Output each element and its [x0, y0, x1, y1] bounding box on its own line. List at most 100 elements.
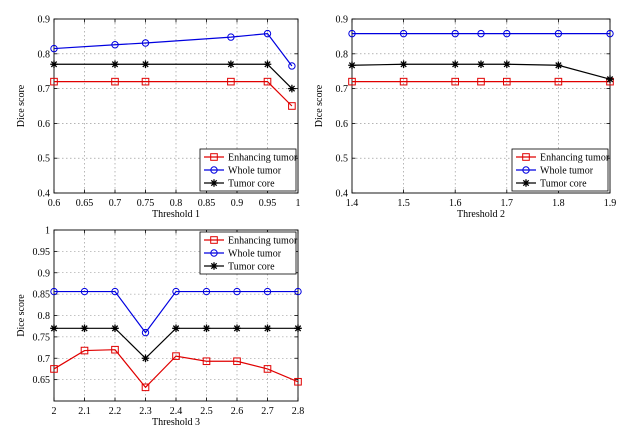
data-point — [202, 324, 211, 333]
data-point — [50, 365, 58, 373]
y-tick-label: 0.7 — [38, 354, 51, 365]
data-point — [227, 77, 235, 86]
y-tick-label: 0.9 — [336, 15, 349, 26]
legend-marker — [522, 166, 530, 174]
y-tick-label: 0.4 — [38, 189, 51, 200]
legend-label: Enhancing tumor — [540, 153, 610, 164]
axes-frame — [53, 18, 299, 194]
y-tick-label: 0.7 — [336, 84, 349, 95]
data-point — [503, 60, 511, 69]
y-tick-label: 1 — [45, 226, 50, 237]
x-tick-label: 1.5 — [397, 198, 410, 209]
data-point — [141, 354, 150, 363]
y-tick-label: 0.95 — [33, 247, 51, 258]
legend-label: Tumor core — [540, 179, 587, 190]
data-point — [606, 29, 614, 38]
legend-item: Whole tumor — [516, 166, 594, 177]
series-line — [54, 63, 293, 90]
data-point — [263, 365, 272, 373]
legend-marker — [210, 179, 218, 187]
x-axis-label: Threshold 1 — [152, 209, 200, 220]
data-point — [141, 77, 150, 86]
chart-3: 2 2.1 2.2 2.3 2.4 2.5 2.6 2.7 2.8 0.65 0.7 0.75 0.8 0… — [16, 226, 304, 428]
data-point — [554, 61, 563, 70]
data-point — [80, 287, 89, 296]
data-point — [294, 377, 302, 386]
data-point — [477, 29, 485, 38]
legend-label: Tumor core — [228, 179, 275, 190]
data-point — [50, 77, 58, 86]
data-point — [202, 287, 211, 296]
data-point — [294, 287, 302, 296]
x-tick-label: 0.95 — [259, 198, 277, 209]
data-point — [111, 345, 119, 354]
legend-marker — [210, 153, 218, 161]
x-tick-label: 2.6 — [231, 406, 244, 417]
y-axis-label: Dice score — [16, 84, 27, 127]
data-point — [172, 287, 180, 296]
legend-marker — [210, 262, 218, 270]
data-point — [50, 60, 58, 69]
data-point — [111, 324, 119, 333]
data-point — [141, 383, 150, 392]
data-point — [233, 287, 241, 296]
legend-item: Enhancing tumor — [516, 153, 610, 164]
x-tick-label: 1.7 — [501, 198, 514, 209]
legend-marker — [210, 166, 218, 174]
data-point — [288, 102, 296, 110]
data-point — [50, 287, 58, 296]
series-tumor-core — [50, 60, 296, 93]
y-tick-label: 0.9 — [38, 268, 51, 279]
y-tick-label: 0.8 — [38, 49, 51, 60]
data-point — [50, 324, 58, 333]
series-whole-tumor — [50, 29, 296, 70]
legend-item: Enhancing tumor — [204, 153, 298, 164]
data-point — [294, 324, 302, 333]
legend-label: Enhancing tumor — [228, 236, 298, 247]
data-point — [227, 60, 235, 69]
y-tick-label: 0.85 — [33, 290, 51, 301]
data-point — [263, 287, 272, 296]
data-point — [348, 61, 356, 70]
data-point — [172, 324, 180, 333]
series-enhancing-tumor — [50, 77, 296, 110]
chart-1: 0.6 0.65 0.7 0.75 0.8 0.85 0.9 0.95 1 0.4 0.5 0.6 0.… — [16, 15, 301, 221]
legend-item: Tumor core — [204, 179, 275, 190]
x-tick-label: 2.5 — [200, 406, 213, 417]
data-point — [80, 346, 89, 355]
series-line — [53, 349, 299, 389]
x-axis-label: Threshold 2 — [457, 209, 505, 220]
y-tick-label: 0.75 — [33, 332, 51, 343]
data-point — [111, 287, 119, 296]
legend-marker — [522, 153, 530, 161]
legend-label: Whole tumor — [228, 249, 282, 260]
data-point — [606, 75, 614, 84]
y-tick-label: 0.8 — [38, 311, 51, 322]
x-tick-label: 0.9 — [231, 198, 244, 209]
data-point — [451, 77, 459, 86]
series-whole-tumor — [50, 287, 302, 337]
x-tick-label: 0.6 — [48, 198, 61, 209]
y-tick-label: 0.4 — [336, 189, 349, 200]
x-tick-label: 0.75 — [137, 198, 155, 209]
data-point — [111, 60, 119, 69]
data-point — [477, 77, 485, 86]
data-point — [288, 62, 296, 70]
data-point — [227, 33, 235, 41]
x-tick-label: 1.9 — [604, 198, 617, 209]
y-tick-label: 0.7 — [38, 84, 51, 95]
y-tick-label: 0.5 — [38, 154, 51, 165]
data-point — [141, 39, 150, 47]
data-point — [399, 77, 408, 86]
data-point — [554, 77, 563, 86]
x-tick-label: 0.85 — [198, 198, 216, 209]
x-tick-label: 2.3 — [139, 406, 152, 417]
series-tumor-core — [348, 60, 614, 84]
x-tick-label: 2.2 — [109, 406, 122, 417]
data-point — [50, 44, 58, 53]
x-tick-label: 2.8 — [292, 406, 305, 417]
series-line — [53, 32, 293, 67]
legend-item: Tumor core — [516, 179, 587, 190]
x-tick-label: 1.6 — [449, 198, 462, 209]
axes-frame — [351, 18, 611, 194]
